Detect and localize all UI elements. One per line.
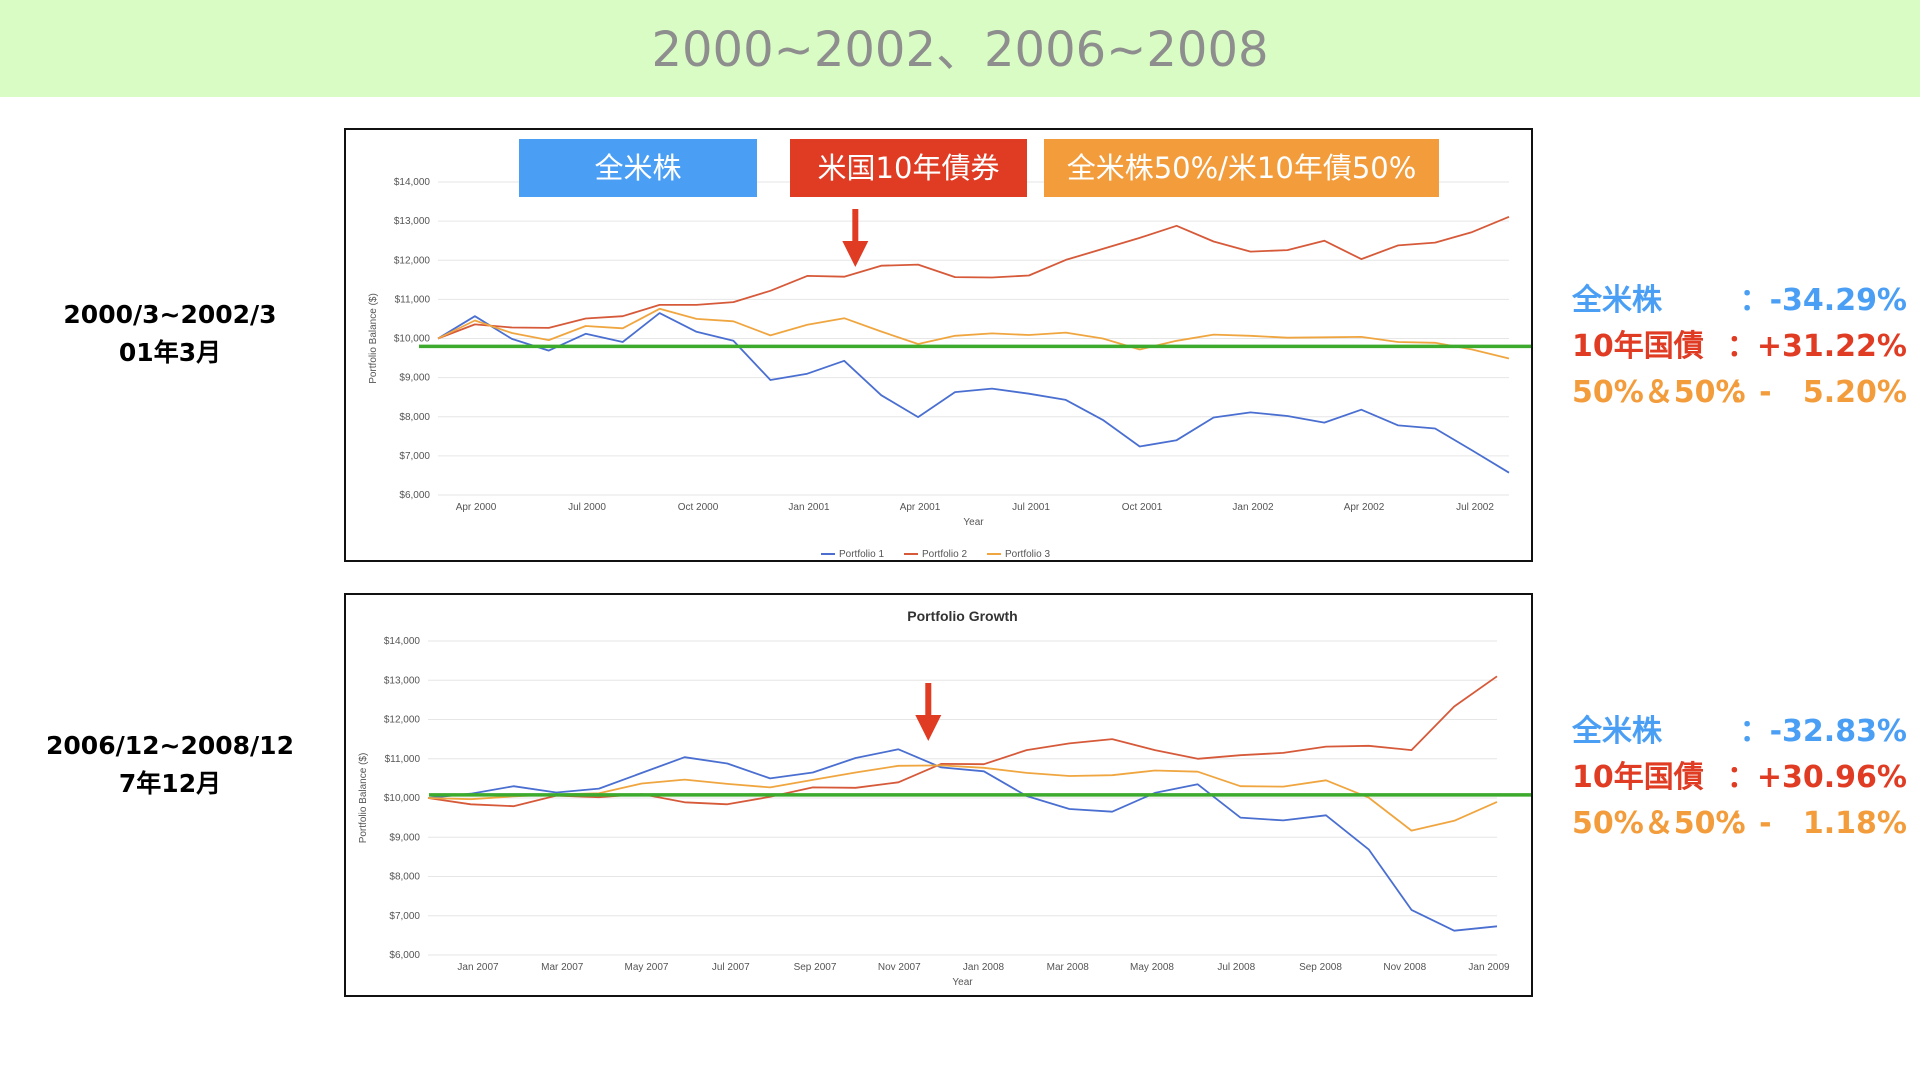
x-tick-label: Jan 2008 xyxy=(963,962,1005,973)
y-tick-label: $6,000 xyxy=(389,950,420,961)
stat-label: 10年国債 xyxy=(1572,329,1704,364)
legend-label: Portfolio 1 xyxy=(839,549,884,560)
legend-box-label: 全米株 xyxy=(594,151,682,185)
x-tick-label: Apr 2002 xyxy=(1344,502,1385,513)
x-tick-label: Jan 2002 xyxy=(1232,502,1274,513)
stat-label: 50%＆50% xyxy=(1572,375,1746,410)
legend-box-us-10y-bond: 米国10年債券 xyxy=(790,139,1027,197)
x-tick-label: Jan 2009 xyxy=(1468,962,1510,973)
period-range: 2006/12~2008/12 xyxy=(46,731,294,760)
legend-box-total-us-stock: 全米株 xyxy=(519,139,757,197)
x-tick-label: May 2007 xyxy=(625,962,669,973)
arrow-shaft xyxy=(925,683,932,719)
series-line-1 xyxy=(437,312,1510,474)
y-tick-label: $8,000 xyxy=(389,872,420,883)
stat-value: ：-32.83% xyxy=(1739,714,1907,749)
chart-title: Portfolio Growth xyxy=(907,608,1017,624)
y-tick-label: $13,000 xyxy=(394,216,431,227)
y-tick-label: $14,000 xyxy=(384,636,421,647)
period-length: 7年12月 xyxy=(118,769,222,798)
period-label-1: 2000/3~2002/3 01年3月 xyxy=(20,296,320,372)
x-tick-label: Jul 2001 xyxy=(1012,502,1050,513)
stat-value: ：+30.96% xyxy=(1726,760,1907,795)
x-tick-label: Jul 2000 xyxy=(568,502,606,513)
y-tick-label: $14,000 xyxy=(394,177,431,188)
stat-row-bond: 10年国債 ：+30.96% xyxy=(1572,755,1907,801)
chart-2006-2008-plot: Portfolio Growth $6,000 $7,000 $8,000 $9,000… xyxy=(358,608,1531,988)
legend-label: Portfolio 2 xyxy=(922,549,967,560)
x-axis-title: Year xyxy=(952,977,973,988)
x-tick-label: Jan 2001 xyxy=(788,502,830,513)
x-tick-label: Sep 2007 xyxy=(794,962,837,973)
stats-2006-2008: 全米株 ：-32.83% 10年国債 ：+30.96% 50%＆50% ：- 1… xyxy=(1572,709,1907,847)
period-range: 2000/3~2002/3 xyxy=(63,300,277,329)
y-tick-label: $13,000 xyxy=(384,675,421,686)
legend-box-label: 全米株50%/米10年債50% xyxy=(1066,151,1417,185)
x-tick-label: Jul 2002 xyxy=(1456,502,1494,513)
legend-box-50-50-mix: 全米株50%/米10年債50% xyxy=(1044,139,1439,197)
legend-label: Portfolio 3 xyxy=(1005,549,1050,560)
x-tick-label: Apr 2000 xyxy=(456,502,497,513)
period-label-2: 2006/12~2008/12 7年12月 xyxy=(20,727,320,803)
x-tick-label: May 2008 xyxy=(1130,962,1174,973)
y-tick-label: $6,000 xyxy=(399,490,430,501)
y-tick-label: $7,000 xyxy=(399,451,430,462)
stat-value: ：-34.29% xyxy=(1739,283,1907,318)
x-tick-label: Apr 2001 xyxy=(900,502,941,513)
stats-2000-2002: 全米株 ：-34.29% 10年国債 ：+31.22% 50%＆50% ：- 5… xyxy=(1572,278,1907,416)
series-line-2 xyxy=(437,215,1510,340)
series-line-1 xyxy=(427,748,1498,932)
series-line-2 xyxy=(427,675,1498,808)
y-tick-label: $12,000 xyxy=(394,255,431,266)
x-tick-label: Mar 2007 xyxy=(541,962,584,973)
stat-label: 全米株 xyxy=(1572,283,1662,318)
y-tick-label: $10,000 xyxy=(384,793,421,804)
x-axis-title: Year xyxy=(963,517,984,528)
down-arrow-annotation xyxy=(915,683,942,741)
y-axis-title: Portfolio Balance ($) xyxy=(368,293,379,384)
x-tick-label: Mar 2008 xyxy=(1047,962,1090,973)
stat-label: 全米株 xyxy=(1572,714,1662,749)
x-tick-label: Jul 2007 xyxy=(712,962,750,973)
stat-row-stock: 全米株 ：-32.83% xyxy=(1572,709,1907,755)
arrow-shaft xyxy=(852,209,859,245)
chart-2006-2008: Portfolio Growth $6,000 $7,000 $8,000 $9,000… xyxy=(344,593,1533,997)
chart-2000-2002-plot: $6,000 $7,000 $8,000 $9,000 $10,000 $11,000 $1… xyxy=(368,177,1531,560)
arrow-head xyxy=(842,241,869,267)
x-tick-label: Oct 2001 xyxy=(1122,502,1163,513)
stat-row-mix: 50%＆50% ：- 5.20% xyxy=(1572,370,1907,416)
stat-value: ：- 1.18% xyxy=(1729,806,1907,841)
y-axis-title: Portfolio Balance ($) xyxy=(358,753,369,844)
stat-label: 50%＆50% xyxy=(1572,806,1746,841)
chart-2000-2002: $6,000 $7,000 $8,000 $9,000 $10,000 $11,000 $1… xyxy=(344,128,1533,562)
stat-row-bond: 10年国債 ：+31.22% xyxy=(1572,324,1907,370)
y-tick-label: $9,000 xyxy=(389,832,420,843)
down-arrow-annotation xyxy=(842,209,869,267)
stat-row-stock: 全米株 ：-34.29% xyxy=(1572,278,1907,324)
page-title: 2000~2002、2006~2008 xyxy=(651,22,1269,78)
x-tick-label: Oct 2000 xyxy=(678,502,719,513)
y-tick-label: $9,000 xyxy=(399,373,430,384)
x-tick-label: Jul 2008 xyxy=(1217,962,1255,973)
y-tick-label: $8,000 xyxy=(399,412,430,423)
y-tick-label: $11,000 xyxy=(385,754,421,765)
stat-value: ：- 5.20% xyxy=(1729,375,1907,410)
period-length: 01年3月 xyxy=(118,338,222,367)
y-tick-label: $11,000 xyxy=(395,294,431,305)
y-tick-label: $7,000 xyxy=(389,911,420,922)
x-tick-label: Nov 2008 xyxy=(1383,962,1426,973)
arrow-head xyxy=(915,715,942,741)
stat-row-mix: 50%＆50% ：- 1.18% xyxy=(1572,801,1907,847)
legend-box-label: 米国10年債券 xyxy=(817,151,1000,185)
x-tick-label: Jan 2007 xyxy=(457,962,499,973)
stat-value: ：+31.22% xyxy=(1726,329,1907,364)
title-banner xyxy=(0,0,1920,97)
y-tick-label: $10,000 xyxy=(394,334,431,345)
y-tick-label: $12,000 xyxy=(384,715,421,726)
stat-label: 10年国債 xyxy=(1572,760,1704,795)
x-tick-label: Sep 2008 xyxy=(1299,962,1342,973)
series-line-3 xyxy=(437,307,1510,360)
series-line-3 xyxy=(427,764,1498,832)
x-tick-label: Nov 2007 xyxy=(878,962,921,973)
